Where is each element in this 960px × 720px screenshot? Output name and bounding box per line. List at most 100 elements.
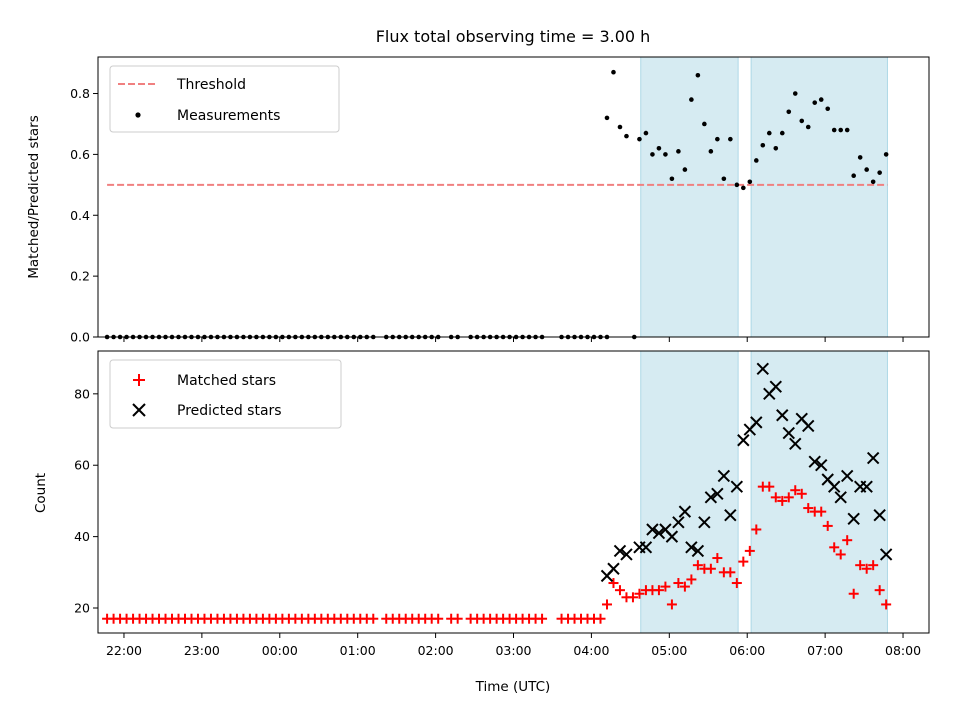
- measurement-point: [760, 142, 766, 148]
- matched-star-point: [868, 560, 879, 571]
- measurement-point: [857, 155, 863, 160]
- matched-star-point: [777, 495, 788, 506]
- predicted-star-point: [730, 480, 744, 493]
- measurement-point: [721, 176, 727, 182]
- matched-star-point: [803, 503, 814, 514]
- predicted-star-point: [866, 451, 880, 465]
- measurement-point: [715, 136, 720, 142]
- measurement-point: [702, 121, 707, 127]
- measurement-point: [695, 72, 701, 78]
- matched-star-point: [751, 524, 762, 535]
- matched-star-point: [770, 492, 781, 503]
- predicted-star-point: [769, 380, 782, 393]
- matched-star-point: [881, 599, 892, 610]
- measurement-point: [831, 127, 837, 133]
- predicted-star-point: [711, 487, 724, 500]
- matched-star-point: [822, 520, 833, 531]
- measurement-point: [844, 127, 850, 133]
- shaded-intervals: [640, 56, 888, 338]
- measurement-point: [617, 124, 623, 130]
- predicted-star-point: [750, 416, 763, 429]
- predicted-star-point: [808, 455, 821, 468]
- x-tick-label: 06:00: [729, 643, 765, 658]
- matched-star-point: [816, 506, 827, 517]
- measurement-point: [812, 100, 818, 105]
- legend-box: [109, 65, 340, 133]
- predicted-star-point: [717, 469, 731, 483]
- matched-star-point: [829, 542, 840, 553]
- predicted-star-point: [860, 480, 873, 493]
- matched-star-point: [601, 599, 612, 610]
- predicted-star-point: [789, 437, 802, 451]
- matched-star-point: [725, 567, 736, 578]
- y-axis-label: Matched/Predicted stars: [26, 115, 42, 278]
- x-tick-label: 07:00: [807, 643, 843, 658]
- legend-label-predicted: Predicted stars: [177, 403, 282, 419]
- legend-label-measurements: Measurements: [177, 108, 280, 124]
- matched-star-point: [666, 599, 677, 610]
- x-tick-label: 00:00: [262, 643, 298, 658]
- measurement-point: [825, 106, 831, 112]
- x-ticks: 22:00 23:00 00:00 01:00 02:00 03:00 04:00 05:00…: [106, 633, 921, 658]
- predicted-star-point: [782, 426, 795, 440]
- shaded-interval: [640, 56, 739, 338]
- measurement-point: [741, 185, 746, 191]
- matched-star-point: [660, 581, 671, 592]
- matched-star-point: [673, 578, 684, 589]
- x-tick-label: 08:00: [885, 643, 921, 658]
- measurement-point: [766, 130, 772, 136]
- matched-star-point: [653, 585, 664, 596]
- x-tick-label: 03:00: [495, 643, 531, 658]
- measurement-point: [877, 170, 882, 175]
- measurement-point: [637, 136, 642, 142]
- matched-star-point: [744, 545, 755, 556]
- predicted-star-point: [879, 548, 893, 561]
- predicted-star-point: [802, 419, 815, 433]
- matched-star-point: [738, 556, 749, 567]
- matched-star-point: [764, 481, 775, 492]
- measurement-point: [611, 69, 616, 75]
- legend: Matched stars Predicted stars: [109, 359, 342, 429]
- measurement-point: [708, 149, 714, 154]
- predicted-star-point: [724, 508, 737, 522]
- predicted-star-point: [756, 362, 770, 376]
- matched-star-point: [595, 613, 606, 624]
- measurement-point: [624, 133, 629, 139]
- measurement-point: [805, 124, 811, 130]
- predicted-star-point: [646, 523, 659, 536]
- measurement-point: [792, 91, 798, 96]
- matched-star-point: [537, 613, 548, 624]
- matched-star-point: [679, 581, 690, 592]
- measurement-legend-marker: [135, 112, 141, 118]
- matched-star-point: [452, 613, 463, 624]
- measurement-point: [656, 146, 662, 151]
- predicted-legend-marker: [132, 403, 146, 417]
- predicted-star-point: [613, 544, 627, 558]
- y-tick-label: 40: [74, 529, 90, 544]
- predicted-star-point: [672, 516, 685, 529]
- predicted-star-point: [834, 491, 847, 504]
- matched-star-point: [861, 563, 872, 574]
- legend: Threshold Measurements: [109, 65, 340, 133]
- measurement-point: [728, 136, 733, 142]
- predicted-star-point: [737, 434, 750, 447]
- measurement-point: [754, 158, 759, 163]
- matched-star-point: [796, 488, 807, 499]
- matched-star-point: [790, 485, 801, 496]
- measurement-point: [643, 130, 649, 136]
- matched-star-point: [712, 553, 723, 564]
- matched-star-point: [855, 560, 866, 571]
- measurement-point: [669, 176, 675, 182]
- y-tick-label: 20: [74, 601, 90, 616]
- matched-star-point: [686, 574, 697, 585]
- matched-star-point: [835, 549, 846, 560]
- measurement-point: [773, 146, 779, 151]
- predicted-star-point: [685, 541, 698, 554]
- matched-star-point: [368, 613, 379, 624]
- matched-star-point: [692, 560, 703, 571]
- predicted-star-point: [698, 516, 711, 529]
- x-tick-label: 02:00: [418, 643, 454, 658]
- predicted-star-point: [828, 480, 841, 493]
- matched-star-point: [433, 613, 444, 624]
